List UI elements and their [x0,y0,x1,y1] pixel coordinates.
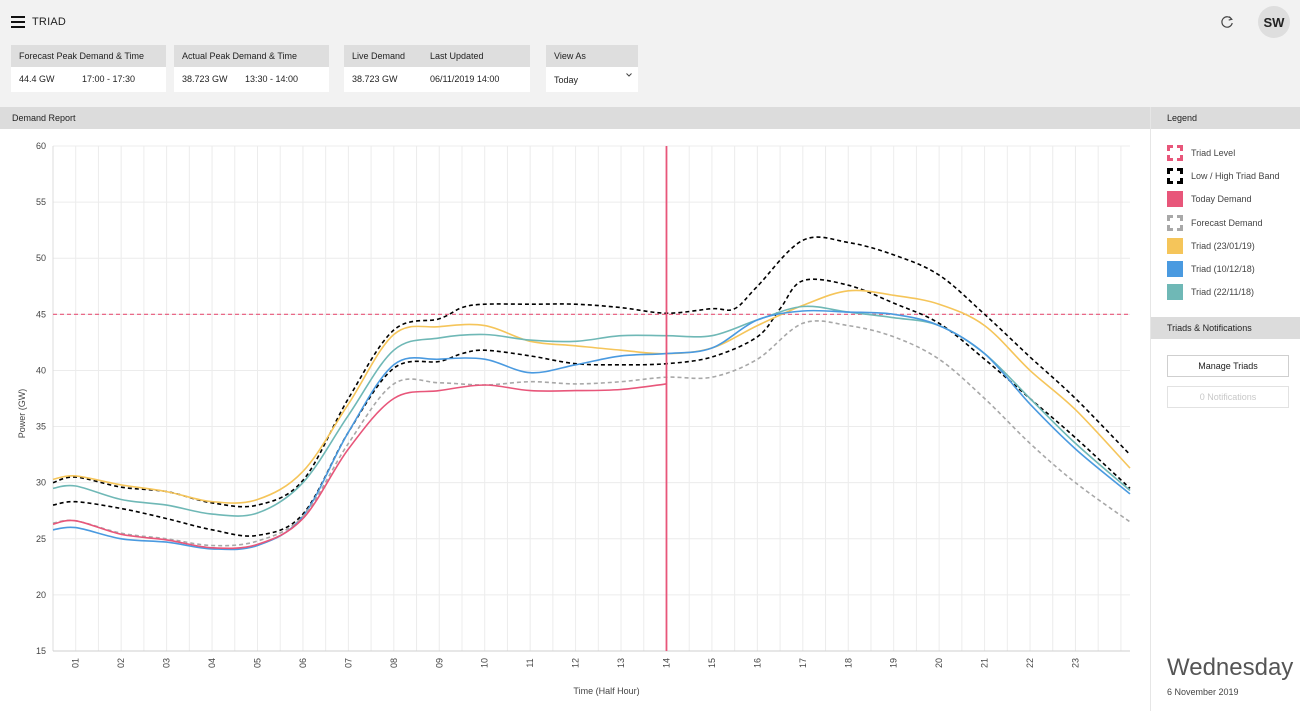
demand-report-title: Demand Report [12,113,76,123]
x-tick-label: 03 [162,658,172,668]
x-tick-label: 23 [1070,658,1080,668]
x-tick-label: 05 [252,658,262,668]
legend-item: Triad (10/12/18) [1167,261,1297,277]
notifications-title: Triads & Notifications [1167,323,1252,333]
x-tick-label: 16 [752,658,762,668]
legend-swatch [1167,237,1183,254]
view-as-value[interactable]: Today [554,75,579,85]
y-tick-label: 40 [36,365,46,375]
forecast-peak-label: Forecast Peak Demand & Time [19,51,145,61]
x-tick-label: 21 [980,658,990,668]
legend-title: Legend [1167,113,1198,123]
legend-label: Triad (10/12/18) [1191,264,1255,274]
x-tick-label: 02 [116,658,126,668]
y-tick-label: 60 [36,141,46,151]
series-forecast-demand [52,320,1131,547]
x-tick-label: 10 [480,658,490,668]
legend-swatch [1167,168,1183,185]
x-tick-label: 14 [661,658,671,668]
x-tick-label: 13 [616,658,626,668]
x-tick-label: 19 [889,658,899,668]
day-of-week: Wednesday [1167,654,1294,681]
legend-item: Triad (22/11/18) [1167,284,1297,301]
y-axis-title: Power (GW) [17,389,27,439]
forecast-peak-time: 17:00 - 17:30 [82,74,136,84]
y-tick-label: 55 [36,197,46,207]
legend-item: Triad Level [1167,145,1297,161]
y-tick-label: 50 [36,253,46,263]
x-tick-label: 12 [571,658,581,668]
last-updated-value: 06/11/2019 14:00 [430,74,500,84]
x-tick-label: 17 [798,658,808,668]
series-low-high-triad-band [52,278,1131,537]
demand-report-header: Demand Report [0,107,1150,129]
legend-header: Legend [1151,107,1300,129]
actual-peak-time: 13:30 - 14:00 [245,74,299,84]
demand-chart: 15 20 25 30 35 40 45 50 55 60 01 02 03 04 05 06 07 08 09 10… [17,141,1131,696]
legend-item: Low / High Triad Band [1167,168,1297,185]
legend-swatch [1167,145,1183,161]
manage-triads-button[interactable]: Manage Triads [1167,355,1289,377]
y-tick-label: 30 [36,478,46,488]
legend-swatch [1167,191,1183,208]
actual-peak-value: 38.723 GW [182,74,228,84]
y-tick-label: 25 [36,534,46,544]
x-tick-label: 22 [1025,658,1035,668]
legend-item: Forecast Demand [1167,214,1297,231]
series-triad-23-01-19 [52,289,1131,504]
user-avatar[interactable]: SW [1258,6,1290,38]
series-triad-10-12-18 [52,309,1131,551]
actual-peak-box: Actual Peak Demand & Time 38.723 GW 13:3… [174,45,329,92]
forecast-peak-value: 44.4 GW [19,74,55,84]
legend-label: Triad (22/11/18) [1191,287,1255,298]
legend-label: Triad (23/01/19) [1191,240,1255,251]
legend-label: Low / High Triad Band [1191,171,1280,182]
x-axis-title: Time (Half Hour) [573,686,639,696]
x-tick-label: 04 [207,658,217,668]
x-tick-label: 18 [843,658,853,668]
x-tick-label: 01 [71,658,81,668]
live-demand-box: Live Demand 38.723 GW Last Updated 06/11… [344,45,530,92]
y-tick-label: 45 [36,309,46,319]
x-tick-label: 15 [707,658,717,668]
app-title: TRIAD [32,16,66,28]
current-date: 6 November 2019 [1167,687,1239,697]
y-tick-label: 15 [36,646,46,656]
forecast-peak-box: Forecast Peak Demand & Time 44.4 GW 17:0… [11,45,166,92]
notifications-header: Triads & Notifications [1151,317,1300,339]
series-today-demand [52,383,667,550]
x-tick-label: 20 [934,658,944,668]
series-triad-22-11-18 [52,305,1131,517]
live-demand-label: Live Demand [352,51,406,61]
x-tick-label: 07 [343,658,353,668]
y-tick-label: 35 [36,422,46,432]
legend-swatch [1167,261,1183,277]
refresh-icon[interactable] [1219,14,1235,30]
legend-swatch [1167,284,1183,301]
right-sidebar: Legend Triad Level Low / High Triad Band T… [1150,107,1300,711]
legend-label: Triad Level [1191,148,1236,158]
view-as-select[interactable]: View As Today [546,45,638,92]
legend-item: Triad (23/01/19) [1167,237,1297,254]
legend-swatch [1167,214,1183,231]
view-as-label: View As [554,51,586,61]
x-tick-label: 09 [434,658,444,668]
legend-item: Today Demand [1167,191,1297,208]
top-bar: TRIAD SW [0,0,1300,44]
last-updated-label: Last Updated [430,51,484,61]
y-tick-label: 20 [36,590,46,600]
hamburger-menu-icon[interactable] [11,16,25,28]
x-tick-label: 08 [389,658,399,668]
x-tick-label: 06 [298,658,308,668]
chevron-down-icon[interactable] [625,71,633,79]
actual-peak-label: Actual Peak Demand & Time [182,51,298,61]
notifications-button: 0 Notifications [1167,386,1289,408]
legend-label: Forecast Demand [1191,217,1263,228]
series-low-high-triad-band [52,236,1131,508]
demand-chart-area: 15 20 25 30 35 40 45 50 55 60 01 02 03 04 05 06 07 08 09 10… [0,129,1150,711]
live-demand-value: 38.723 GW [352,74,398,84]
x-tick-label: 11 [525,658,535,667]
legend-label: Today Demand [1191,194,1252,205]
